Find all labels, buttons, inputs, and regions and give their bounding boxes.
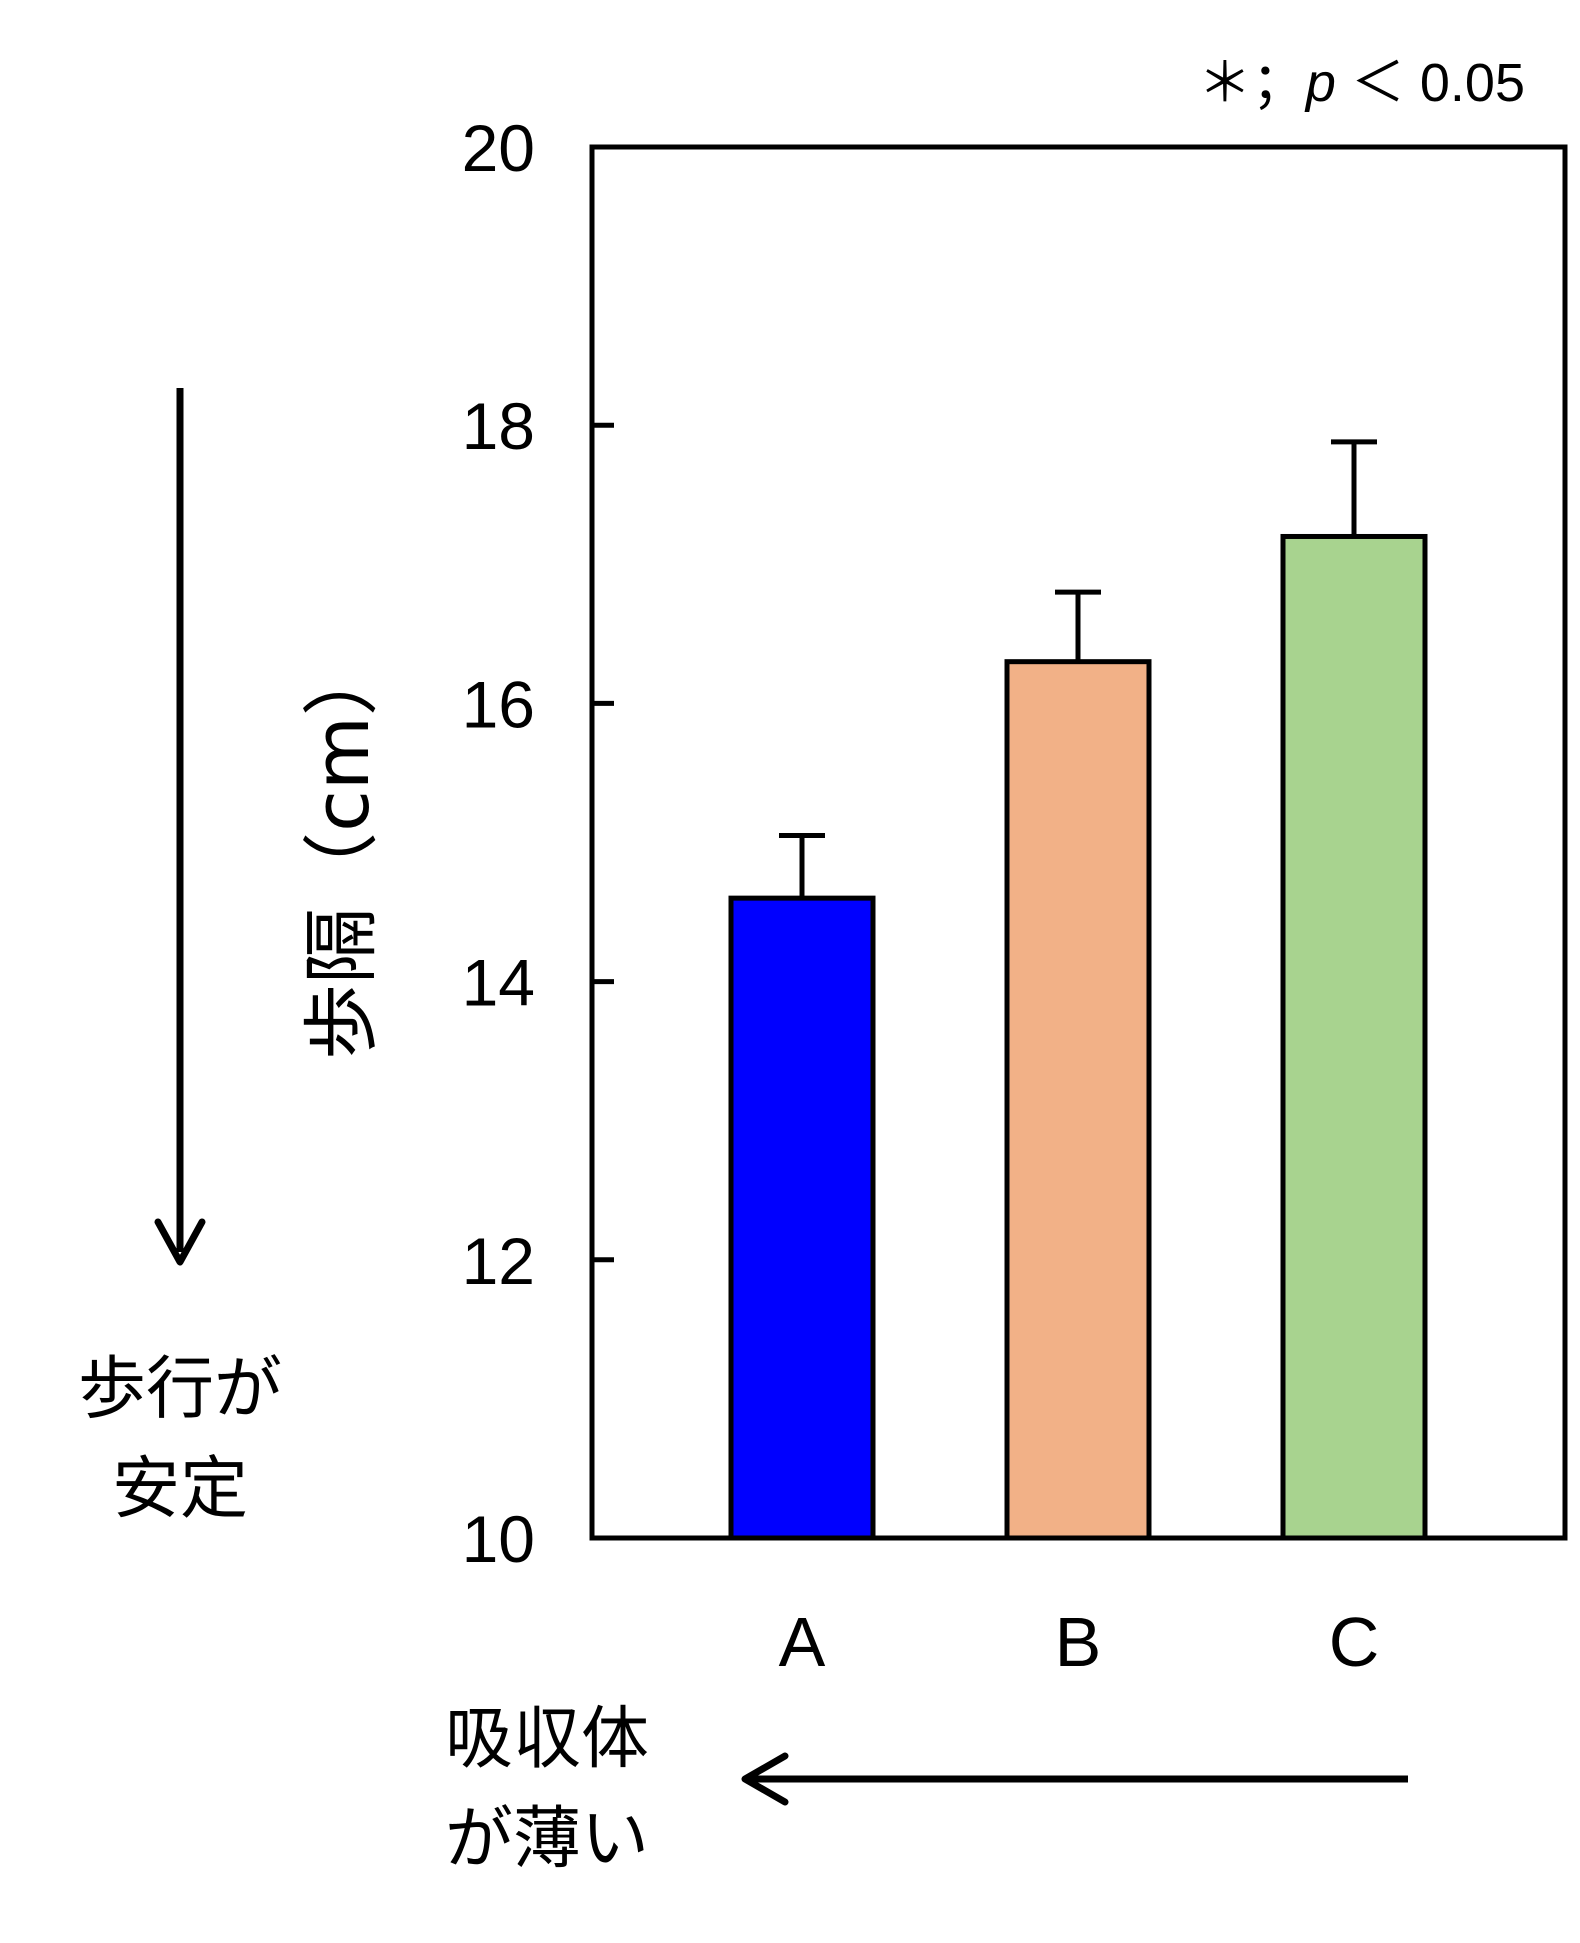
y-tick-label: 14: [462, 946, 535, 1020]
stable-annotation-line-2: 安定: [111, 1450, 248, 1529]
bar-c: [1280, 533, 1428, 1541]
absorber-annotation: 吸収体 が薄い: [445, 1690, 745, 1890]
significance-symbol: ＊；: [1197, 53, 1306, 113]
absorber-annotation-line-1: 吸収体: [445, 1700, 650, 1779]
y-axis: 10 12 14 16 18 20: [462, 111, 614, 1576]
x-tick-label: C: [1329, 1603, 1380, 1681]
y-tick-label: 10: [462, 1502, 535, 1576]
y-tick-label: 16: [462, 667, 535, 741]
x-tick-label: B: [1055, 1603, 1102, 1681]
significance-note: ＊；p ＜ 0.05: [1198, 38, 1525, 117]
x-tick-label: A: [779, 1603, 826, 1681]
bars: [728, 439, 1428, 1541]
y-tick-label: 12: [462, 1224, 535, 1298]
x-axis: A B C: [779, 1603, 1380, 1681]
significance-threshold: ＜ 0.05: [1335, 53, 1525, 113]
y-tick-label: 20: [462, 111, 535, 185]
absorber-annotation-line-2: が薄い: [445, 1800, 650, 1879]
bar-b: [1004, 659, 1152, 1541]
stable-annotation: 歩行が 安定: [50, 1340, 310, 1540]
y-axis-label: 歩隔（cm）: [297, 640, 386, 1060]
stable-annotation-line-1: 歩行が: [77, 1350, 282, 1429]
y-tick-label: 18: [462, 389, 535, 463]
bar-a: [728, 895, 876, 1541]
down-arrow-icon: [154, 388, 206, 1266]
significance-p: p: [1305, 53, 1336, 113]
left-arrow-icon: [741, 1752, 1408, 1806]
